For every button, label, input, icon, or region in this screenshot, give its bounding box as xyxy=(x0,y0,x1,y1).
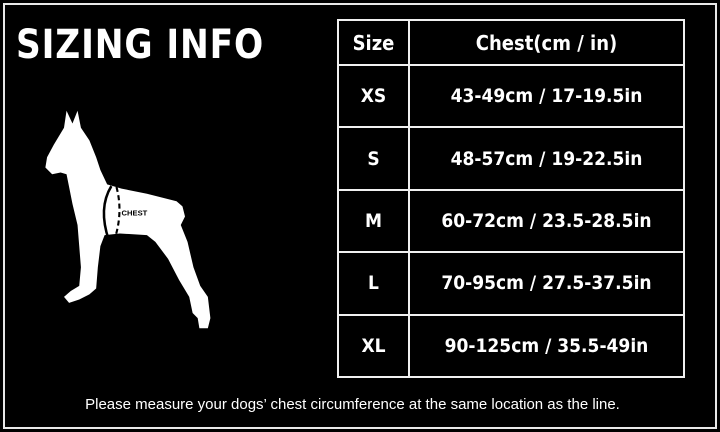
measurement-note: Please measure your dogs’ chest circumfe… xyxy=(85,396,620,413)
table-row: L 70-95cm / 27.5-37.5in xyxy=(337,251,685,316)
size-cell: XS xyxy=(337,63,410,129)
table-row: S 48-57cm / 19-22.5in xyxy=(337,126,685,191)
size-cell: XL xyxy=(337,313,410,379)
chest-cell: 48-57cm / 19-22.5in xyxy=(408,126,685,191)
page-title: SIZING INFO xyxy=(16,22,265,68)
chest-label: CHEST xyxy=(122,209,148,218)
table-row: XL 90-125cm / 35.5-49in xyxy=(337,313,685,379)
size-cell: S xyxy=(337,126,410,191)
size-table: Size Chest(cm / in) XS 43-49cm / 17-19.5i… xyxy=(337,19,685,379)
chest-solid-line xyxy=(102,185,113,241)
dog-silhouette xyxy=(45,110,211,329)
header-chest: Chest(cm / in) xyxy=(408,19,685,66)
dog-silhouette-diagram: CHEST xyxy=(45,110,211,329)
size-cell: L xyxy=(337,251,410,316)
chest-cell: 43-49cm / 17-19.5in xyxy=(408,63,685,129)
table-header-row: Size Chest(cm / in) xyxy=(337,19,685,66)
image-border xyxy=(3,3,717,429)
chest-dashed-line xyxy=(113,186,121,239)
size-cell: M xyxy=(337,188,410,254)
header-size: Size xyxy=(337,19,410,66)
table-row: M 60-72cm / 23.5-28.5in xyxy=(337,188,685,254)
chest-cell: 60-72cm / 23.5-28.5in xyxy=(408,188,685,254)
chest-cell: 70-95cm / 27.5-37.5in xyxy=(408,251,685,316)
chest-cell: 90-125cm / 35.5-49in xyxy=(408,313,685,379)
table-row: XS 43-49cm / 17-19.5in xyxy=(337,63,685,129)
